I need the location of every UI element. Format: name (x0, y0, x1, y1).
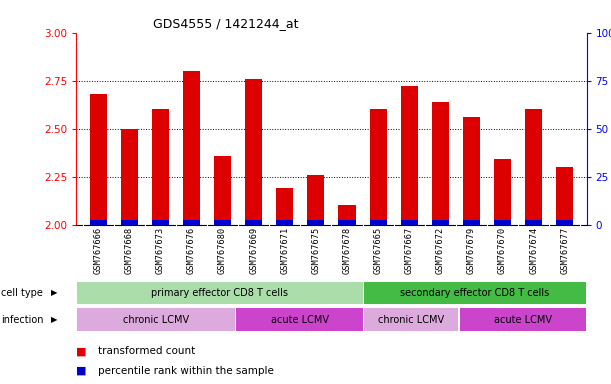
Bar (556, 167, 573, 225)
Bar (245, 79, 262, 225)
Text: secondary effector CD8 T cells: secondary effector CD8 T cells (400, 288, 549, 298)
Text: percentile rank within the sample: percentile rank within the sample (98, 366, 274, 376)
Bar (432, 220, 449, 225)
Text: GSM767679: GSM767679 (467, 226, 476, 273)
Bar (152, 220, 169, 225)
Text: GSM767671: GSM767671 (280, 226, 289, 273)
Bar (370, 109, 387, 225)
Bar (90, 94, 107, 225)
Text: ▶: ▶ (51, 315, 57, 324)
Text: infection: infection (1, 314, 44, 325)
Bar (463, 220, 480, 225)
Text: transformed count: transformed count (98, 346, 195, 356)
Bar (307, 175, 324, 225)
Bar (525, 109, 542, 225)
Bar (77, 281, 363, 304)
Text: GSM767674: GSM767674 (529, 226, 538, 273)
Bar (121, 220, 138, 225)
Bar (338, 220, 356, 225)
Text: GSM767666: GSM767666 (93, 226, 103, 273)
Bar (338, 205, 356, 225)
Bar (494, 220, 511, 225)
Bar (276, 188, 293, 225)
Bar (121, 129, 138, 225)
Bar (370, 220, 387, 225)
Bar (364, 308, 458, 331)
Bar (90, 220, 107, 225)
Text: GSM767677: GSM767677 (560, 226, 569, 273)
Bar (401, 86, 418, 225)
Bar (432, 102, 449, 225)
Text: GSM767675: GSM767675 (312, 226, 320, 273)
Bar (463, 117, 480, 225)
Bar (214, 156, 231, 225)
Text: GSM767673: GSM767673 (156, 226, 165, 273)
Bar (214, 220, 231, 225)
Text: GDS4555 / 1421244_at: GDS4555 / 1421244_at (153, 17, 298, 30)
Text: acute LCMV: acute LCMV (271, 314, 329, 325)
Text: GSM767676: GSM767676 (187, 226, 196, 273)
Text: ■: ■ (76, 366, 87, 376)
Text: primary effector CD8 T cells: primary effector CD8 T cells (152, 288, 288, 298)
Bar (459, 308, 586, 331)
Bar (245, 220, 262, 225)
Bar (525, 220, 542, 225)
Text: acute LCMV: acute LCMV (494, 314, 552, 325)
Text: GSM767665: GSM767665 (374, 226, 382, 273)
Bar (183, 220, 200, 225)
Text: GSM767678: GSM767678 (343, 226, 351, 273)
Text: ▶: ▶ (51, 288, 57, 297)
Text: GSM767670: GSM767670 (498, 226, 507, 273)
Bar (183, 71, 200, 225)
Text: GSM767672: GSM767672 (436, 226, 445, 273)
Bar (494, 159, 511, 225)
Bar (556, 220, 573, 225)
Text: GSM767669: GSM767669 (249, 226, 258, 273)
Bar (236, 308, 363, 331)
Text: ■: ■ (76, 346, 87, 356)
Text: GSM767668: GSM767668 (125, 226, 134, 273)
Bar (364, 281, 586, 304)
Text: cell type: cell type (1, 288, 43, 298)
Text: GSM767667: GSM767667 (404, 226, 414, 273)
Bar (401, 220, 418, 225)
Text: GSM767680: GSM767680 (218, 226, 227, 273)
Bar (152, 109, 169, 225)
Text: chronic LCMV: chronic LCMV (378, 314, 444, 325)
Bar (77, 308, 235, 331)
Text: chronic LCMV: chronic LCMV (123, 314, 189, 325)
Bar (307, 220, 324, 225)
Bar (276, 220, 293, 225)
